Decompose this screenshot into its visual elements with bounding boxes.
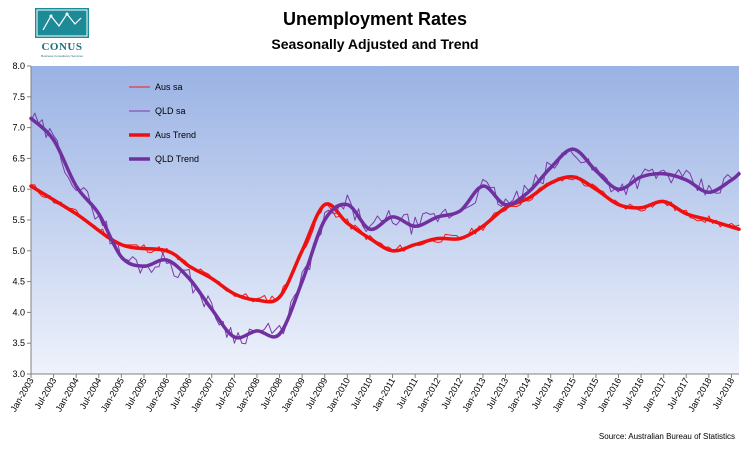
legend-label: QLD Trend — [155, 154, 199, 164]
y-tick-label: 7.0 — [12, 123, 25, 133]
y-tick-label: 4.0 — [12, 307, 25, 317]
logo-emblem — [35, 8, 89, 38]
legend-label: Aus Trend — [155, 130, 196, 140]
legend-label: QLD sa — [155, 106, 186, 116]
chart-title: Unemployment Rates — [282, 9, 468, 29]
x-tick-label: Jan-2003 — [8, 376, 35, 414]
series-line-qld-trend — [29, 116, 741, 340]
y-tick-label: 6.0 — [12, 184, 25, 194]
x-tick-label: Jul-2018 — [710, 376, 736, 411]
chart-subtitle: Seasonally Adjusted and Trend — [271, 36, 479, 52]
source-note: Source: Australian Bureau of Statistics — [598, 432, 735, 441]
y-tick-label: 5.5 — [12, 215, 25, 225]
conus-logo: CONUS Business Consultancy Services — [35, 8, 89, 60]
logo-wordmark: CONUS — [41, 41, 83, 53]
y-axis: 3.0 3.5 4.0 4.5 5.0 5.5 6.0 6.5 7.0 7.5 8.0 — [12, 61, 32, 379]
y-tick-label: 5.0 — [12, 246, 25, 256]
y-tick-label: 3.5 — [12, 338, 25, 348]
x-axis: Jan-2003Jul-2003Jan-2004Jul-2004Jan-2005… — [8, 373, 739, 414]
y-tick-label: 4.5 — [12, 277, 25, 287]
y-tick-label: 7.5 — [12, 92, 25, 102]
y-tick-label: 6.5 — [12, 153, 25, 163]
y-tick-label: 8.0 — [12, 61, 25, 71]
series-line-aus-trend — [29, 174, 741, 304]
logo-tagline: Business Consultancy Services — [41, 54, 83, 58]
legend: Aus sa QLD sa Aus Trend QLD Trend — [129, 82, 199, 164]
legend-label: Aus sa — [155, 82, 183, 92]
y-tick-label: 3.0 — [12, 369, 25, 379]
series-layer — [29, 112, 741, 345]
